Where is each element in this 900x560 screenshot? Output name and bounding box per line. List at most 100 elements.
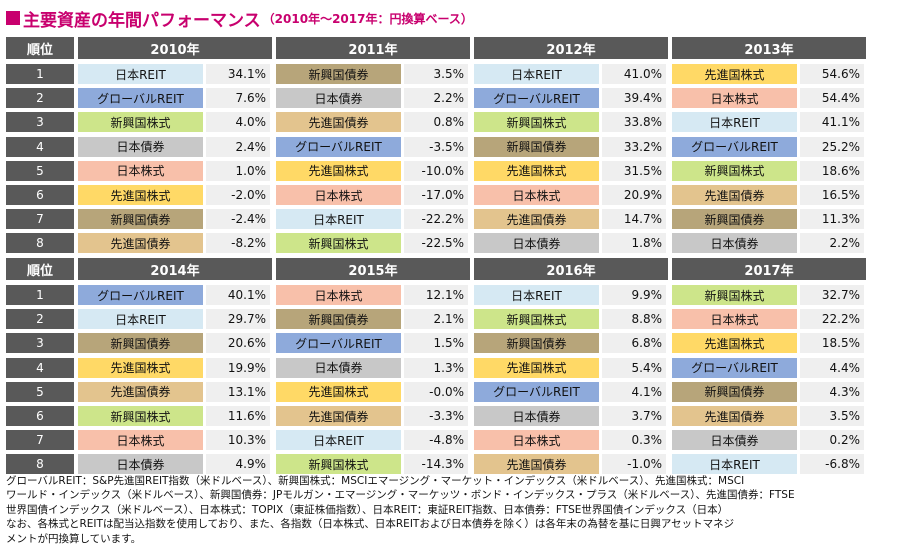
return-value: 33.8% xyxy=(602,112,666,133)
table-row: 先進国株式 -10.0% xyxy=(276,160,470,181)
table-row: 日本債券 0.2% xyxy=(672,430,866,451)
asset-name: 先進国株式 xyxy=(276,381,401,402)
table-row: 日本株式 -17.0% xyxy=(276,185,470,205)
table-row: 日本株式 20.9% xyxy=(474,185,668,205)
table-row: 新興国債券 11.3% xyxy=(672,209,866,230)
asset-name: 新興国債券 xyxy=(474,333,599,354)
rank-cell: 2 xyxy=(6,309,74,330)
table-row: グローバルREIT 4.4% xyxy=(672,357,866,378)
footnote-line: ワールド・インデックス（米ドルベース）、新興国債券：JPモルガン・エマージング・… xyxy=(6,489,795,502)
year-header: 2016年 xyxy=(474,258,668,280)
return-value: 34.1% xyxy=(206,64,270,84)
footnote-line: メントが円換算しています。 xyxy=(6,532,142,545)
table-row: 日本REIT -22.2% xyxy=(276,209,470,230)
title-sub: （2010年～2017年：円換算ベース） xyxy=(262,11,473,26)
table-row: 日本REIT 9.9% xyxy=(474,285,668,305)
asset-name: 新興国株式 xyxy=(474,112,599,133)
table-row: 日本債券 1.8% xyxy=(474,233,668,254)
asset-name: グローバルREIT xyxy=(276,136,401,157)
table-row: 新興国株式 -22.5% xyxy=(276,233,470,254)
asset-name: 先進国債券 xyxy=(78,233,203,254)
return-value: 11.3% xyxy=(800,209,864,230)
asset-name: 新興国債券 xyxy=(276,64,401,84)
return-value: 10.3% xyxy=(206,430,270,451)
asset-name: グローバルREIT xyxy=(474,381,599,402)
rank-header: 順位 xyxy=(6,37,74,59)
table-row: 日本債券 4.9% xyxy=(78,454,272,475)
asset-name: 新興国債券 xyxy=(672,209,797,230)
table-row: 日本REIT 41.0% xyxy=(474,64,668,84)
asset-name: 先進国株式 xyxy=(78,185,203,205)
table-row: 日本REIT -6.8% xyxy=(672,454,866,475)
table-row: グローバルREIT 39.4% xyxy=(474,88,668,109)
return-value: 22.2% xyxy=(800,309,864,330)
table-row: 先進国債券 3.5% xyxy=(672,406,866,426)
asset-name: 先進国株式 xyxy=(78,357,203,378)
return-value: -3.5% xyxy=(404,136,468,157)
table-row: 新興国株式 33.8% xyxy=(474,112,668,133)
rank-cell: 4 xyxy=(6,357,74,378)
asset-name: 日本株式 xyxy=(474,430,599,451)
return-value: 8.8% xyxy=(602,309,666,330)
return-value: -14.3% xyxy=(404,454,468,475)
asset-name: 先進国債券 xyxy=(672,185,797,205)
asset-name: 日本債券 xyxy=(78,454,203,475)
asset-name: 新興国株式 xyxy=(78,406,203,426)
asset-name: 日本株式 xyxy=(78,160,203,181)
table-row: グローバルREIT -3.5% xyxy=(276,136,470,157)
table-row: 新興国株式 8.8% xyxy=(474,309,668,330)
return-value: 0.2% xyxy=(800,430,864,451)
return-value: -8.2% xyxy=(206,233,270,254)
return-value: 2.2% xyxy=(800,233,864,254)
table-row: 日本債券 2.2% xyxy=(672,233,866,254)
rank-cell: 5 xyxy=(6,160,74,181)
asset-name: 新興国債券 xyxy=(78,333,203,354)
asset-name: 先進国債券 xyxy=(276,112,401,133)
asset-name: グローバルREIT xyxy=(672,357,797,378)
table-row: 先進国株式 -0.0% xyxy=(276,381,470,402)
asset-name: 日本債券 xyxy=(276,357,401,378)
asset-name: 新興国株式 xyxy=(276,454,401,475)
return-value: 0.8% xyxy=(404,112,468,133)
table-row: 先進国債券 -3.3% xyxy=(276,406,470,426)
rank-cell: 2 xyxy=(6,88,74,109)
table-row: 日本株式 54.4% xyxy=(672,88,866,109)
table-row: 日本株式 0.3% xyxy=(474,430,668,451)
asset-name: 日本債券 xyxy=(672,233,797,254)
asset-name: 日本REIT xyxy=(276,209,401,230)
table-row: 先進国株式 19.9% xyxy=(78,357,272,378)
return-value: 2.2% xyxy=(404,88,468,109)
return-value: 7.6% xyxy=(206,88,270,109)
table-row: 日本株式 22.2% xyxy=(672,309,866,330)
table-row: 新興国株式 4.0% xyxy=(78,112,272,133)
table-row: 新興国株式 -14.3% xyxy=(276,454,470,475)
asset-name: 日本債券 xyxy=(78,136,203,157)
asset-name: 日本REIT xyxy=(474,64,599,84)
title-main: 主要資産の年間パフォーマンス xyxy=(23,10,261,31)
asset-name: 先進国債券 xyxy=(672,406,797,426)
return-value: 1.5% xyxy=(404,333,468,354)
return-value: 40.1% xyxy=(206,285,270,305)
return-value: 4.4% xyxy=(800,357,864,378)
table-row: 新興国債券 -2.4% xyxy=(78,209,272,230)
rank-cell: 6 xyxy=(6,185,74,205)
table-row: グローバルREIT 4.1% xyxy=(474,381,668,402)
table-row: 先進国株式 -2.0% xyxy=(78,185,272,205)
rank-cell: 8 xyxy=(6,233,74,254)
asset-name: 先進国債券 xyxy=(474,454,599,475)
rank-cell: 6 xyxy=(6,406,74,426)
return-value: 2.4% xyxy=(206,136,270,157)
asset-name: 日本債券 xyxy=(474,233,599,254)
return-value: 2.1% xyxy=(404,309,468,330)
asset-name: 先進国株式 xyxy=(474,357,599,378)
footnote: グローバルREIT：S&P先進国REIT指数（米ドルベース）、新興国株式：MSC… xyxy=(6,474,894,546)
rank-cell: 1 xyxy=(6,64,74,84)
return-value: -17.0% xyxy=(404,185,468,205)
return-value: -1.0% xyxy=(602,454,666,475)
asset-name: 日本REIT xyxy=(672,454,797,475)
year-header: 2014年 xyxy=(78,258,272,280)
asset-name: 先進国株式 xyxy=(672,64,797,84)
table-row: 日本REIT 29.7% xyxy=(78,309,272,330)
return-value: 39.4% xyxy=(602,88,666,109)
return-value: -3.3% xyxy=(404,406,468,426)
